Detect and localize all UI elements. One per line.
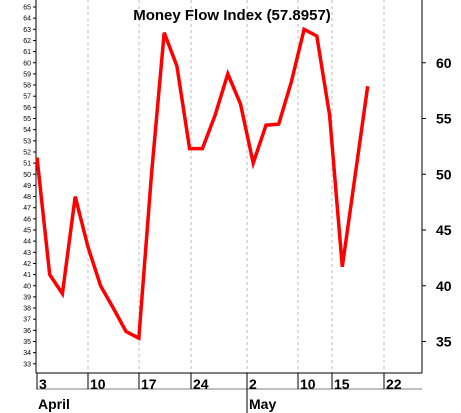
month-label: May [249, 396, 276, 412]
left-tick-label: 37 [23, 317, 31, 324]
x-tick-label: 17 [141, 376, 157, 392]
left-tick-label: 53 [23, 138, 31, 145]
x-tick-label: 3 [39, 376, 47, 392]
left-tick-label: 61 [23, 49, 31, 56]
right-axis: 35 40 45 50 55 60 [421, 0, 452, 373]
left-tick-label: 59 [23, 71, 31, 78]
left-tick-label: 65 [23, 5, 31, 12]
gridlines [87, 0, 385, 373]
left-tick-label: 52 [23, 149, 31, 156]
left-tick-label: 62 [23, 38, 31, 45]
right-tick-label: 45 [436, 222, 452, 238]
right-tick-label: 35 [436, 334, 452, 350]
left-tick-label: 56 [23, 105, 31, 112]
right-tick-label: 40 [436, 278, 452, 294]
left-tick-label: 40 [23, 283, 31, 290]
left-tick-label: 44 [23, 239, 31, 246]
left-tick-label: 48 [23, 194, 31, 201]
x-tick-label: 10 [90, 376, 106, 392]
left-tick-label: 54 [23, 127, 31, 134]
mfi-series-line [35, 26, 370, 341]
x-axis: 3 10 17 24 2 10 15 22 April May [36, 372, 422, 413]
month-label: April [38, 396, 70, 412]
left-tick-label: 45 [23, 228, 31, 235]
left-tick-label: 33 [23, 361, 31, 368]
left-tick-label: 51 [23, 161, 31, 168]
left-tick-label: 55 [23, 116, 31, 123]
x-tick-label: 10 [300, 376, 316, 392]
left-tick-label: 42 [23, 261, 31, 268]
right-tick-label: 55 [436, 111, 452, 127]
left-tick-label: 58 [23, 83, 31, 90]
right-tick-label: 60 [436, 55, 452, 71]
series-layer [35, 26, 370, 341]
left-tick-label: 43 [23, 250, 31, 257]
left-axis: 33 34 35 36 37 38 39 40 41 42 43 44 45 46 47 48 49 50 51 52… [23, 0, 37, 373]
right-tick-label: 50 [436, 166, 452, 182]
x-tick-label: 24 [193, 376, 209, 392]
left-tick-label: 35 [23, 339, 31, 346]
x-tick-label: 22 [386, 376, 402, 392]
left-tick-label: 50 [23, 172, 31, 179]
left-tick-label: 36 [23, 328, 31, 335]
left-tick-label: 41 [23, 272, 31, 279]
left-tick-label: 57 [23, 94, 31, 101]
x-tick-label: 2 [249, 376, 257, 392]
left-tick-label: 47 [23, 205, 31, 212]
left-tick-label: 63 [23, 27, 31, 34]
left-tick-label: 64 [23, 16, 31, 23]
chart-title: Money Flow Index (57.8957) [133, 7, 331, 24]
left-tick-label: 60 [23, 60, 31, 67]
left-tick-label: 49 [23, 183, 31, 190]
left-tick-label: 46 [23, 216, 31, 223]
x-tick-label: 15 [334, 376, 350, 392]
left-tick-label: 38 [23, 306, 31, 313]
left-tick-label: 34 [23, 350, 31, 357]
left-tick-label: 39 [23, 294, 31, 301]
